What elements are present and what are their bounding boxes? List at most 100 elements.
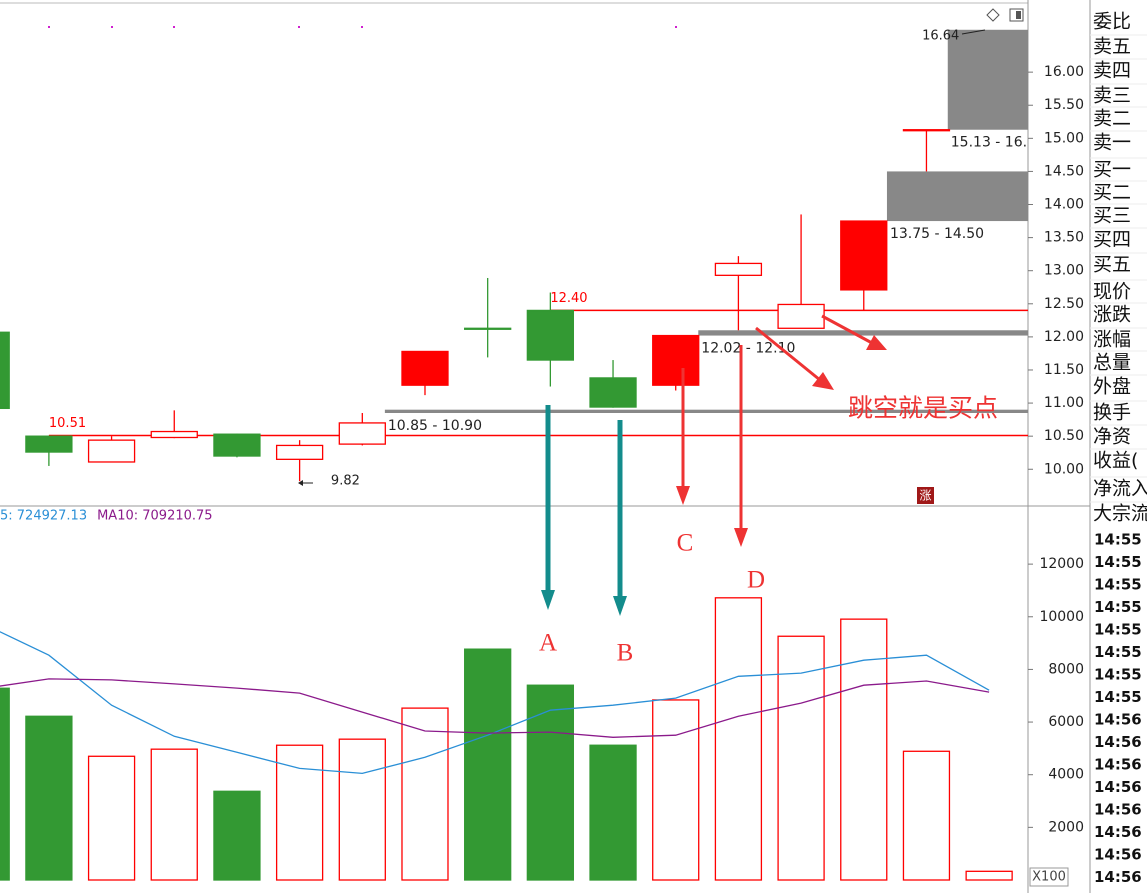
- volume-bar: [526, 684, 575, 881]
- candle-body: [150, 430, 198, 439]
- icon-diamond[interactable]: [986, 8, 1000, 22]
- unit-box: [1029, 867, 1069, 887]
- ma-line: [0, 631, 990, 775]
- y-tick-label: 10.50: [1044, 428, 1084, 444]
- sidebar-time: 14:56: [1094, 801, 1142, 819]
- badge-box: [917, 487, 934, 504]
- sidebar-label: 收益(: [1093, 450, 1138, 472]
- y-tick-label: 14.00: [1044, 197, 1084, 213]
- y-tick-label: 13.00: [1044, 263, 1084, 279]
- sidebar-time: 14:56: [1094, 846, 1142, 864]
- gap-zone: [947, 29, 1028, 130]
- icon-window-inner: [1016, 11, 1021, 19]
- sidebar-time: 14:55: [1094, 531, 1142, 549]
- volume-bar: [213, 790, 261, 881]
- arrows: [298, 29, 986, 616]
- sidebar-label: 买一: [1093, 159, 1131, 181]
- badge: 涨: [919, 488, 931, 503]
- volume-bar: [150, 748, 198, 881]
- candle-body: [87, 439, 136, 463]
- y-tick-label: 15.50: [1044, 97, 1084, 113]
- volume-bar: [0, 687, 10, 881]
- note: 跳空就是买点: [848, 394, 998, 423]
- y-tick-label: 14.50: [1044, 163, 1084, 179]
- sidebar-time: 14:56: [1094, 756, 1142, 774]
- marker-letter: A: [539, 630, 557, 657]
- plot: 15.13 - 16.6 13.75 - 14.50 12.02 - 12.10 10…: [0, 28, 1036, 881]
- candle-body: [464, 327, 512, 330]
- sidebar-time: 14:56: [1094, 778, 1142, 796]
- volume-bar: [25, 715, 73, 881]
- y-tick-label: 4000: [1048, 767, 1084, 783]
- marker-letter: B: [617, 640, 634, 667]
- unit-label: X100: [1032, 870, 1066, 885]
- y-tick-label: 6000: [1048, 714, 1084, 730]
- sidebar-time: 14:55: [1094, 688, 1142, 706]
- sidebar-time: 14:55: [1094, 666, 1142, 684]
- sidebar-label: 卖四: [1093, 60, 1131, 82]
- sidebar-label: 卖五: [1093, 36, 1131, 58]
- candle-body: [589, 377, 637, 408]
- marker-letter: C: [677, 530, 694, 557]
- sidebar-label: 卖二: [1093, 108, 1131, 130]
- gap-zone: [384, 409, 1028, 414]
- volume-bar: [275, 744, 324, 881]
- gap-zone-label: 10.85 - 10.90: [388, 418, 482, 434]
- sidebar-time: 14:55: [1094, 553, 1142, 571]
- volume-bar: [464, 648, 512, 881]
- y-tick-label: 12000: [1039, 556, 1084, 572]
- sidebar-label: 委比: [1093, 11, 1131, 33]
- sidebar-label: 买二: [1093, 182, 1131, 204]
- y-tick-label: 11.50: [1044, 362, 1084, 378]
- y-tick-label: 15.00: [1044, 130, 1084, 146]
- annotation: 10.51: [49, 416, 86, 431]
- icon-window[interactable]: [1009, 8, 1024, 22]
- gap-zone-label: 12.02 - 12.10: [701, 341, 795, 357]
- volume-bar: [652, 699, 700, 881]
- sidebar-label: 卖三: [1093, 85, 1131, 107]
- volume-bar: [401, 707, 449, 881]
- candle-body: [777, 303, 825, 329]
- candle-body: [213, 433, 261, 457]
- candle-body: [840, 220, 888, 291]
- sidebar-label: 卖一: [1093, 132, 1131, 154]
- candle-body: [275, 444, 324, 460]
- gap-zone-label: 15.13 - 16.6: [951, 135, 1036, 151]
- y-tick-label: 12.00: [1044, 329, 1084, 345]
- sidebar-label: 净资: [1093, 426, 1131, 448]
- candle-body: [714, 262, 763, 276]
- annotation: 9.82: [331, 474, 360, 489]
- sidebar-time: 14:56: [1094, 733, 1142, 751]
- gap-zone-label: 13.75 - 14.50: [890, 226, 984, 242]
- sidebar-label: 换手: [1093, 402, 1131, 424]
- y-tick-label: 8000: [1048, 661, 1084, 677]
- annotation: 16.64: [922, 28, 959, 43]
- sidebar-label: 大宗流: [1093, 503, 1147, 525]
- candle-body: [338, 422, 386, 445]
- volume-bar: [589, 744, 637, 881]
- candle-body: [526, 309, 575, 361]
- volume-bar: [714, 597, 763, 881]
- candle-body: [25, 435, 73, 453]
- sidebar-label: 买五: [1093, 254, 1131, 276]
- candle-body: [0, 331, 10, 410]
- y-tick-label: 16.00: [1044, 64, 1084, 80]
- annotation: 12.40: [550, 291, 587, 306]
- sidebar: 委比卖五卖四卖三卖二卖一买一买二买三买四买五现价涨跌涨幅总量外盘换手净资收益(净…: [1090, 11, 1147, 886]
- ma-line: [0, 678, 990, 738]
- candle-body: [902, 129, 951, 132]
- sidebar-label: 净流入: [1093, 478, 1147, 500]
- candle-body: [652, 334, 700, 386]
- y-tick-label: 2000: [1048, 819, 1084, 835]
- volume-bar: [840, 618, 888, 881]
- sidebar-label: 现价: [1093, 281, 1131, 303]
- sidebar-label: 涨幅: [1093, 329, 1131, 351]
- sidebar-time: 14:55: [1094, 621, 1142, 639]
- volume-bar: [965, 870, 1013, 881]
- sidebar-time: 14:56: [1094, 868, 1142, 886]
- gap-zone: [886, 171, 1028, 222]
- sidebar-time: 14:55: [1094, 643, 1142, 661]
- volume-bar: [87, 755, 136, 881]
